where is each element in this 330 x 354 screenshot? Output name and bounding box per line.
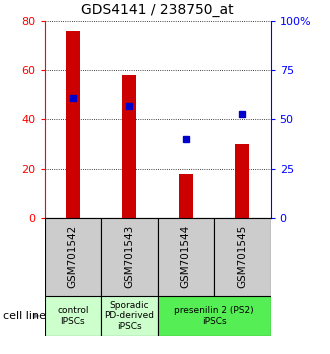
Bar (179, 173, 193, 218)
Text: presenilin 2 (PS2)
iPSCs: presenilin 2 (PS2) iPSCs (174, 306, 254, 326)
Bar (214, 218, 271, 296)
Bar (235, 144, 249, 218)
Text: cell line: cell line (3, 311, 46, 321)
Text: GSM701544: GSM701544 (181, 225, 191, 288)
Bar (158, 296, 271, 336)
Bar (158, 218, 214, 296)
Bar (101, 218, 158, 296)
Text: Sporadic
PD-derived
iPSCs: Sporadic PD-derived iPSCs (104, 301, 154, 331)
Text: GSM701545: GSM701545 (237, 225, 248, 288)
Bar (66, 31, 80, 218)
Bar (45, 296, 101, 336)
Text: control
IPSCs: control IPSCs (57, 306, 88, 326)
Bar (101, 296, 158, 336)
Bar (122, 75, 136, 218)
Text: GSM701543: GSM701543 (124, 225, 134, 288)
Title: GDS4141 / 238750_at: GDS4141 / 238750_at (81, 4, 234, 17)
Bar (45, 218, 101, 296)
Text: GSM701542: GSM701542 (68, 225, 78, 288)
